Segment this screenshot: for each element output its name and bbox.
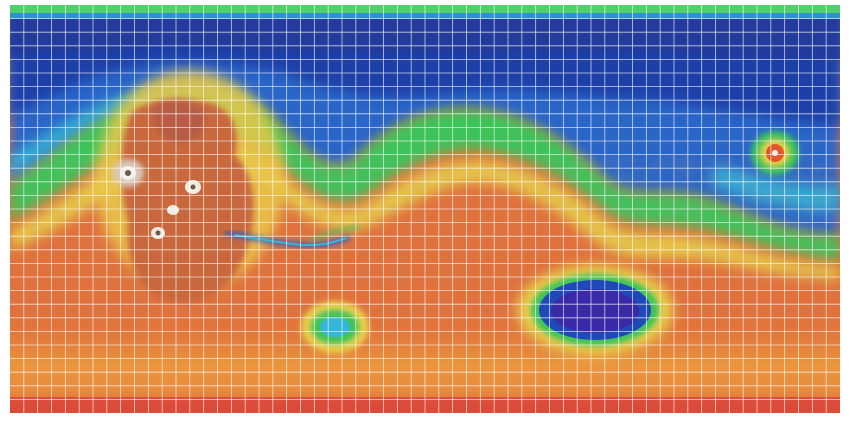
map-canvas: [10, 5, 840, 413]
canyon-system-icon: [224, 225, 361, 248]
topographic-map: [10, 5, 840, 413]
coordinate-grid: [10, 5, 840, 413]
impact-basin-icon: [517, 265, 673, 355]
small-basin-icon: [301, 301, 369, 353]
